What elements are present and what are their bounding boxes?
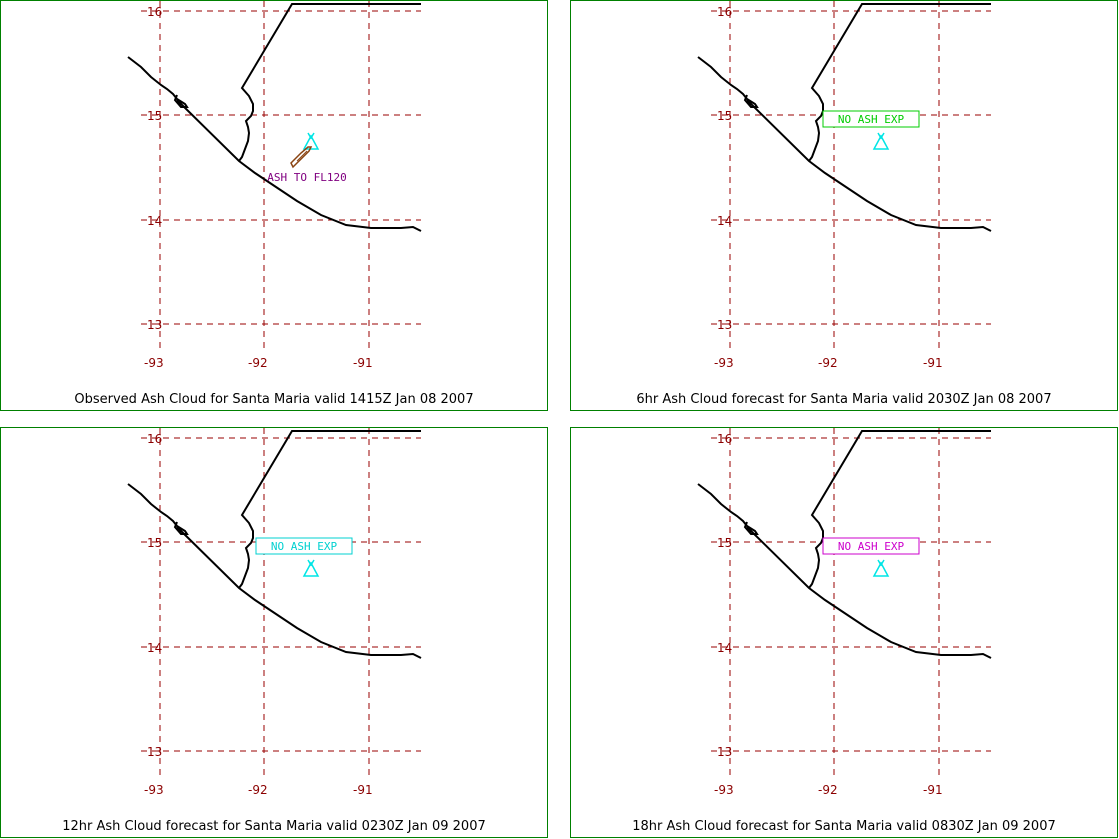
lon-tick-label: -91	[923, 783, 943, 797]
volcano-plume	[877, 559, 885, 567]
map-panel-18hr-forecast: 16 15 14 13 -93 -92 -91 NO ASH EXP 18hr Ash Clo…	[570, 427, 1118, 838]
lon-tick-label: -92	[248, 783, 268, 797]
lat-tick-label: 15	[147, 536, 162, 550]
lon-tick-label: -91	[353, 356, 373, 370]
lon-tick-label: -93	[714, 356, 734, 370]
volcano-icon	[872, 559, 890, 577]
ash-label: ASH TO FL120	[267, 171, 346, 184]
lon-tick-label: -93	[714, 783, 734, 797]
map-canvas: 16 15 14 13 -93 -92 -91 NO ASH EXP	[127, 428, 422, 797]
label-box	[822, 537, 920, 555]
border-line	[808, 3, 991, 162]
lon-tick-label: -92	[818, 356, 838, 370]
label-box	[822, 110, 920, 128]
border-line	[238, 3, 421, 162]
forecast-label: NO ASH EXP	[838, 113, 905, 126]
map-panel-6hr-forecast: 16 15 14 13 -93 -92 -91 NO ASH EXP 6hr Ash Clou…	[570, 0, 1118, 411]
lat-tick-label: 16	[147, 432, 162, 446]
volcano-triangle	[302, 561, 320, 577]
volcano-triangle	[872, 134, 890, 150]
lat-tick-label: 15	[147, 109, 162, 123]
volcano-icon	[872, 132, 890, 150]
lon-tick-label: -93	[144, 783, 164, 797]
volcano-plume	[877, 132, 885, 140]
volcano-triangle	[872, 561, 890, 577]
lon-tick-label: -93	[144, 356, 164, 370]
volcano-plume	[307, 559, 315, 567]
volcano-plume	[307, 132, 315, 140]
lon-tick-label: -92	[248, 356, 268, 370]
lon-tick-label: -92	[818, 783, 838, 797]
lat-tick-label: 14	[717, 214, 732, 228]
map-caption: 6hr Ash Cloud forecast for Santa Maria v…	[636, 392, 1052, 407]
coastline	[127, 483, 422, 659]
map-caption: Observed Ash Cloud for Santa Maria valid…	[74, 392, 474, 407]
map-canvas: 16 15 14 13 -93 -92 -91 ASH TO FL120	[127, 1, 422, 370]
lon-tick-label: -91	[923, 356, 943, 370]
lat-tick-label: 16	[717, 432, 732, 446]
coastline	[697, 56, 992, 232]
forecast-label: NO ASH EXP	[271, 540, 338, 553]
border-line	[238, 430, 421, 589]
map-canvas: 16 15 14 13 -93 -92 -91 NO ASH EXP	[697, 1, 992, 370]
lat-tick-label: 13	[717, 318, 732, 332]
lat-tick-label: 14	[147, 214, 162, 228]
lat-tick-label: 15	[717, 536, 732, 550]
lat-tick-label: 13	[147, 318, 162, 332]
coastline	[697, 483, 992, 659]
lat-tick-label: 14	[147, 641, 162, 655]
lat-tick-label: 16	[147, 5, 162, 19]
forecast-label: NO ASH EXP	[838, 540, 905, 553]
volcano-icon	[302, 559, 320, 577]
coastline	[127, 56, 422, 232]
map-caption: 12hr Ash Cloud forecast for Santa Maria …	[62, 819, 486, 834]
volcano-icon	[302, 132, 320, 150]
map-canvas: 16 15 14 13 -93 -92 -91 NO ASH EXP	[697, 428, 992, 797]
lat-tick-label: 16	[717, 5, 732, 19]
border-line	[808, 430, 991, 589]
volcano-triangle	[302, 134, 320, 150]
lat-tick-label: 15	[717, 109, 732, 123]
label-box	[255, 537, 353, 555]
ash-cloud-inner	[296, 150, 308, 162]
ash-cloud-polygon	[290, 146, 313, 169]
lat-tick-label: 13	[717, 745, 732, 759]
lat-tick-label: 14	[717, 641, 732, 655]
map-panel-12hr-forecast: 16 15 14 13 -93 -92 -91 NO ASH EXP 12hr Ash Clo…	[0, 427, 548, 838]
map-caption: 18hr Ash Cloud forecast for Santa Maria …	[632, 819, 1056, 834]
map-panel-observed: 16 15 14 13 -93 -92 -91 ASH TO FL120 Observed A…	[0, 0, 548, 411]
lon-tick-label: -91	[353, 783, 373, 797]
lat-tick-label: 13	[147, 745, 162, 759]
